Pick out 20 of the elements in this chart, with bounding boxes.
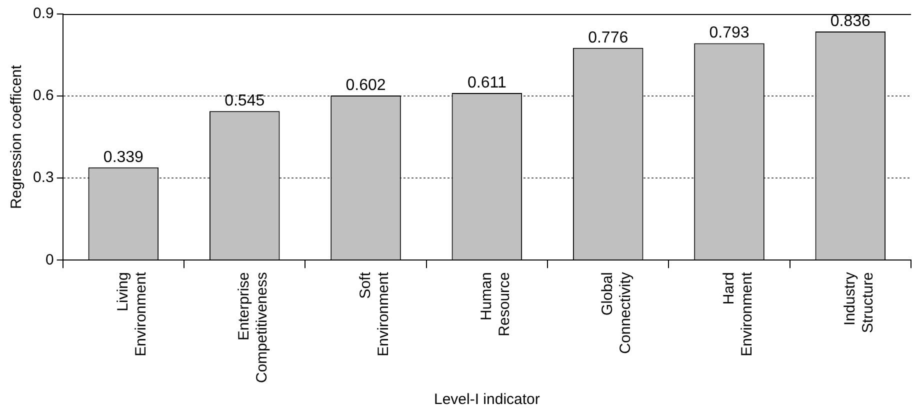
data-label: 0.836 [830,12,871,30]
data-label: 0.602 [346,76,386,94]
data-label: 0.339 [103,148,144,166]
x-tick-label: Living Environment [114,271,150,356]
data-label: 0.611 [467,74,506,92]
y-tick-label: 0.9 [32,5,54,22]
data-label: 0.545 [224,92,265,110]
x-tick-label: Enterprise Competitiveness [236,272,271,384]
y-tick-label: 0.6 [32,87,54,104]
x-tick-label: Industry Structure [842,272,877,333]
x-tick-label: Global Connectivity [599,272,634,354]
data-label: 0.776 [588,29,628,46]
x-tick-label: Soft Environment [356,271,392,356]
y-tick-label: 0.3 [32,169,54,186]
x-tick-label: Hard Environment [720,271,756,356]
y-axis-title: Regression coefficent [8,64,26,210]
y-tick-label: 0 [46,251,54,268]
data-label: 0.793 [709,24,750,42]
x-axis-title: Level-I indicator [434,391,540,408]
x-tick-label: Human Resource [478,272,514,336]
